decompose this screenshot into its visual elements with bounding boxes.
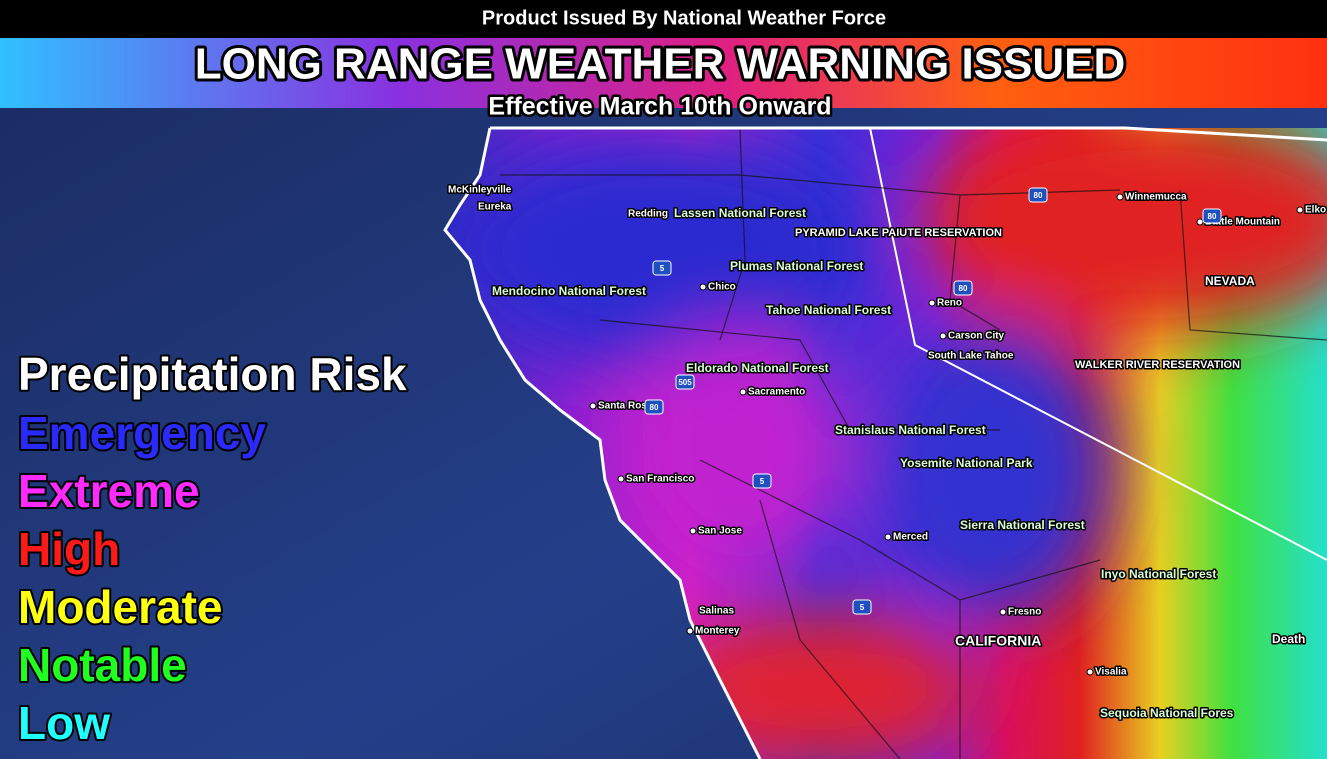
- city-dot: [699, 283, 707, 291]
- city-dot: [739, 388, 747, 396]
- place-label: Salinas: [699, 606, 734, 617]
- place-label: South Lake Tahoe: [928, 351, 1014, 362]
- place-label: San Jose: [698, 526, 742, 537]
- place-label: Sequoia National Fores: [1100, 706, 1234, 720]
- city-dot: [999, 608, 1007, 616]
- place-label: Carson City: [948, 331, 1005, 342]
- issuer-bar: [0, 0, 1327, 38]
- city-dot: [884, 533, 892, 541]
- place-label: Sacramento: [748, 387, 805, 398]
- issuer: Product Issued By National Weather Force: [482, 7, 886, 29]
- place-label: Monterey: [695, 626, 740, 637]
- city-dot: [939, 332, 947, 340]
- legend-level: Low: [18, 697, 110, 749]
- city-dot: [1086, 668, 1094, 676]
- place-label: Yosemite National Park: [900, 456, 1033, 470]
- city-dot: [589, 402, 597, 410]
- place-label: Reno: [937, 298, 962, 309]
- highway-shield: [644, 399, 664, 415]
- highway-shield: [752, 473, 772, 489]
- subtitle: Effective March 10th Onward: [488, 93, 831, 121]
- title: LONG RANGE WEATHER WARNING ISSUED: [195, 40, 1126, 89]
- state-border: [869, 127, 1327, 561]
- highway-number: 80: [1208, 212, 1217, 221]
- highway-shield: [953, 280, 973, 296]
- place-label: Stanislaus National Forest: [835, 423, 986, 437]
- place-label: WALKER RIVER RESERVATION: [1075, 359, 1240, 371]
- place-label: Eureka: [478, 202, 512, 213]
- city-dot: [617, 475, 625, 483]
- place-label: Death: [1272, 632, 1305, 646]
- highway-number: 80: [650, 403, 659, 412]
- highway-number: 80: [959, 284, 968, 293]
- legend-level: High: [18, 523, 120, 575]
- highway-number: 5: [760, 477, 765, 486]
- city-dot: [1296, 206, 1304, 214]
- highway-shield: [1028, 187, 1048, 203]
- legend-level: Notable: [18, 639, 187, 691]
- city-dot: [689, 527, 697, 535]
- title-band: [0, 38, 1327, 108]
- place-label: CALIFORNIA: [955, 633, 1041, 649]
- legend-title: Precipitation Risk: [18, 348, 407, 400]
- legend-level: Extreme: [18, 465, 200, 517]
- highway-number: 5: [860, 603, 865, 612]
- place-label: NEVADA: [1205, 274, 1255, 288]
- legend-level: Moderate: [18, 581, 222, 633]
- coastline: [443, 127, 762, 759]
- state-border: [490, 126, 1327, 142]
- place-label: Plumas National Forest: [730, 259, 863, 273]
- place-label: Sierra National Forest: [960, 518, 1085, 532]
- highway-shield: [1202, 208, 1222, 224]
- place-label: Visalia: [1095, 667, 1127, 678]
- highway-shield: [852, 599, 872, 615]
- place-label: Lassen National Forest: [674, 206, 806, 220]
- place-label: Elko: [1305, 205, 1326, 216]
- city-dot: [1196, 218, 1204, 226]
- city-dot: [928, 299, 936, 307]
- place-label: Redding: [628, 209, 668, 220]
- place-label: Mendocino National Forest: [492, 284, 646, 298]
- labels: McKinleyville Eureka Redding Lassen Nationa…: [447, 183, 1327, 722]
- city-dot: [686, 627, 694, 635]
- place-label: Eldorado National Forest: [686, 361, 829, 375]
- highway-number: 5: [660, 264, 665, 273]
- place-label: Chico: [708, 282, 736, 293]
- legend-level: Emergency: [18, 407, 266, 459]
- place-label: McKinleyville: [448, 185, 512, 196]
- place-label: Inyo National Forest: [1101, 567, 1216, 581]
- place-label: Merced: [893, 532, 928, 543]
- highway-shield: [652, 260, 672, 276]
- place-label: PYRAMID LAKE PAIUTE RESERVATION: [795, 227, 1002, 239]
- highway-shield: [675, 374, 695, 390]
- place-label: Santa Rosa: [598, 401, 653, 412]
- highway-number: 80: [1034, 191, 1043, 200]
- place-label: San Francisco: [626, 474, 694, 485]
- risk-field: [445, 128, 1327, 759]
- highway-number: 505: [678, 378, 692, 387]
- place-label: Tahoe National Forest: [766, 303, 891, 317]
- place-label: Winnemucca: [1125, 192, 1187, 203]
- place-label: Battle Mountain: [1205, 217, 1280, 228]
- city-dot: [1116, 193, 1124, 201]
- place-label: Fresno: [1008, 607, 1041, 618]
